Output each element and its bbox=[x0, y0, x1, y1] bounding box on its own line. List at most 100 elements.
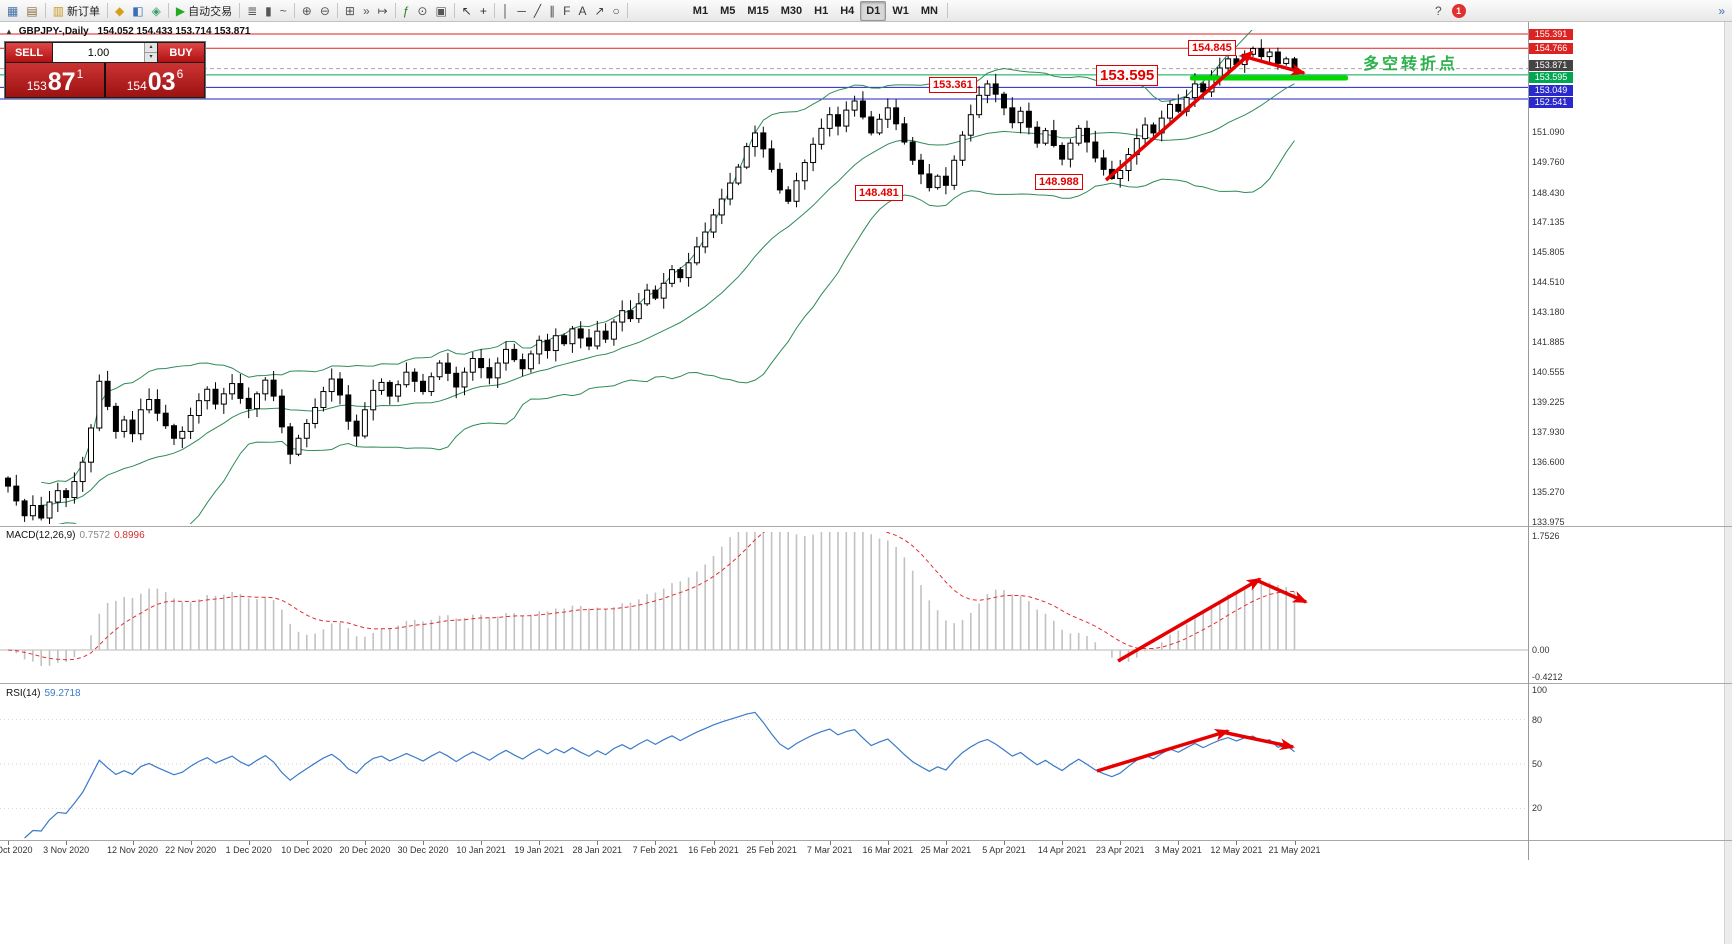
zoom-out-button[interactable]: ⊖ bbox=[316, 1, 334, 21]
new-order-button-label: 新订单 bbox=[67, 5, 101, 18]
date-label: 12 Nov 2020 bbox=[106, 845, 159, 855]
timeframe-m30-button[interactable]: M30 bbox=[775, 1, 808, 21]
zoom-in-button[interactable]: ⊕ bbox=[298, 1, 316, 21]
toolbar-group-overflow: » bbox=[1714, 0, 1729, 22]
help-button[interactable]: ? bbox=[1431, 1, 1446, 21]
timeframe-h1-button[interactable]: H1 bbox=[808, 1, 834, 21]
trendline-button[interactable]: ╱ bbox=[530, 1, 545, 21]
notification-badge[interactable]: 1 bbox=[1451, 3, 1466, 18]
volume-field[interactable]: 1.00 ▴ ▾ bbox=[53, 43, 157, 62]
auto-scroll-button[interactable]: » bbox=[359, 1, 374, 21]
chart-shift-button[interactable]: ↦ bbox=[374, 1, 392, 21]
price-annotation-153.595[interactable]: 153.595 bbox=[1096, 65, 1159, 86]
rsi-panel[interactable] bbox=[0, 684, 1528, 840]
main-chart-area[interactable] bbox=[0, 22, 1528, 526]
fibonacci-button[interactable]: F bbox=[559, 1, 574, 21]
channel-button[interactable]: ∥ bbox=[545, 1, 559, 21]
auto-trading-button[interactable]: ▶ 自动交易 bbox=[172, 1, 236, 21]
vertical-line-button[interactable]: │ bbox=[498, 1, 514, 21]
date-label: 19 Jan 2021 bbox=[514, 845, 564, 855]
navigator-icon: ◈ bbox=[151, 3, 161, 18]
toolbar-overflow-button[interactable]: » bbox=[1714, 1, 1729, 21]
arrows-tool-button[interactable]: ↗ bbox=[590, 1, 608, 21]
timeframe-m15-button[interactable]: M15 bbox=[741, 1, 774, 21]
new-order-button[interactable]: ▥ 新订单 bbox=[49, 1, 104, 21]
rsi-value: 59.2718 bbox=[44, 688, 81, 699]
sell-price-display[interactable]: 153 87 1 bbox=[6, 63, 104, 97]
macd-rsi-splitter[interactable] bbox=[0, 683, 1732, 684]
timeframe-w1-button-label: W1 bbox=[892, 4, 909, 17]
collapse-arrow-icon[interactable]: ▲ bbox=[5, 27, 13, 36]
date-tick-mark bbox=[1062, 841, 1064, 845]
zoom-in-icon: ⊕ bbox=[301, 3, 312, 18]
date-label: 10 Dec 2020 bbox=[281, 845, 333, 855]
alerts-button[interactable]: ◆ bbox=[111, 1, 128, 21]
cursor-button[interactable]: ↖ bbox=[458, 1, 476, 21]
date-tick-mark bbox=[1120, 841, 1122, 845]
date-label: 22 Nov 2020 bbox=[165, 845, 217, 855]
chinese-note-annotation[interactable]: 多空转折点 bbox=[1363, 56, 1459, 73]
sell-button[interactable]: SELL bbox=[6, 43, 52, 62]
volume-value[interactable]: 1.00 bbox=[87, 46, 110, 59]
toolbar-group-autotrade: ▶ 自动交易 bbox=[172, 0, 236, 22]
templates-button[interactable]: ▣ bbox=[431, 1, 450, 21]
price-annotation-148.481[interactable]: 148.481 bbox=[855, 185, 903, 201]
price-annotation-153.361[interactable]: 153.361 bbox=[929, 77, 977, 93]
crosshair-button[interactable]: + bbox=[476, 1, 491, 21]
volume-up-button[interactable]: ▴ bbox=[145, 43, 157, 52]
date-label: 30 Dec 2020 bbox=[397, 845, 449, 855]
scrollbar[interactable] bbox=[1724, 22, 1732, 944]
buy-price-display[interactable]: 154 03 6 bbox=[106, 63, 204, 97]
chart-macd-splitter[interactable] bbox=[0, 526, 1732, 527]
price-axis-separator bbox=[1528, 22, 1529, 860]
toolbar-group-file: ▦ ▤ bbox=[3, 0, 42, 22]
volume-down-button[interactable]: ▾ bbox=[145, 52, 157, 62]
timeframe-d1-button[interactable]: D1 bbox=[860, 0, 887, 21]
date-label: 1 Dec 2020 bbox=[225, 845, 272, 855]
line-chart-button[interactable]: ~ bbox=[276, 1, 291, 21]
rsi-name: RSI(14) bbox=[6, 688, 41, 699]
tile-windows-button[interactable]: ⊞ bbox=[341, 1, 359, 21]
shapes-icon: ○ bbox=[612, 3, 620, 18]
toolbar-group-draw: │ ─ ╱ ∥ F A ↗ ○ bbox=[498, 0, 624, 22]
indicators-button[interactable]: ƒ bbox=[399, 1, 414, 21]
toolbar: ▦ ▤ ▥ 新订单 ◆ ◧ ◈ ▶ 自动交易 ≣ ▮ ~ ⊕ ⊖ ⊞» ↦ ƒ ⊙ ▣ ↖ + │ ─ ╱ ∥ F A ↗ ○ M1 M5 M… bbox=[0, 0, 1732, 22]
text-button[interactable]: A bbox=[574, 1, 590, 21]
bar-chart-button[interactable]: ≣ bbox=[243, 1, 261, 21]
tile-windows-icon: ⊞ bbox=[344, 3, 355, 18]
timeframe-m1-button-label: M1 bbox=[692, 4, 709, 17]
help-icon: ? bbox=[1434, 3, 1442, 18]
timeframe-h4-button[interactable]: H4 bbox=[834, 1, 860, 21]
navigator-button[interactable]: ◈ bbox=[148, 1, 165, 21]
new-chart-button[interactable]: ▦ bbox=[3, 1, 22, 21]
macd-panel[interactable] bbox=[0, 527, 1528, 683]
date-label: 28 Jan 2021 bbox=[572, 845, 623, 855]
timeframe-m1-button[interactable]: M1 bbox=[687, 1, 714, 21]
cursor-icon: ↖ bbox=[461, 3, 472, 18]
price-tag-154.766: 154.766 bbox=[1529, 42, 1573, 54]
periods-button[interactable]: ⊙ bbox=[413, 1, 431, 21]
price-scale-tick: 141.885 bbox=[1532, 336, 1565, 347]
candlestick-chart-button[interactable]: ▮ bbox=[261, 1, 276, 21]
symbol-timeframe-label: GBPJPY-,Daily bbox=[18, 26, 89, 37]
timeframe-m5-button[interactable]: M5 bbox=[714, 1, 741, 21]
buy-price-big: 03 bbox=[147, 68, 176, 96]
toolbar-group-order: ▥ 新订单 bbox=[49, 0, 104, 22]
date-label: 7 Feb 2021 bbox=[632, 845, 679, 855]
date-tick-mark bbox=[190, 841, 192, 845]
market-watch-button[interactable]: ◧ bbox=[128, 1, 147, 21]
buy-button[interactable]: BUY bbox=[158, 43, 204, 62]
price-annotation-148.988[interactable]: 148.988 bbox=[1035, 174, 1083, 190]
profiles-button[interactable]: ▤ bbox=[22, 1, 41, 21]
horizontal-line-button[interactable]: ─ bbox=[513, 1, 530, 21]
date-tick-mark bbox=[713, 841, 715, 845]
macd-scale-tick: -0.4212 bbox=[1532, 672, 1563, 683]
channel-icon: ∥ bbox=[549, 3, 556, 18]
volume-spinner: ▴ ▾ bbox=[144, 43, 157, 62]
timeframe-w1-button[interactable]: W1 bbox=[886, 1, 915, 21]
shapes-button[interactable]: ○ bbox=[609, 1, 624, 21]
price-annotation-154.845[interactable]: 154.845 bbox=[1188, 40, 1236, 56]
date-label: 25 Oct 2020 bbox=[0, 845, 33, 855]
timeframe-mn-button[interactable]: MN bbox=[915, 1, 944, 21]
rsi-scale-tick: 80 bbox=[1532, 714, 1543, 725]
